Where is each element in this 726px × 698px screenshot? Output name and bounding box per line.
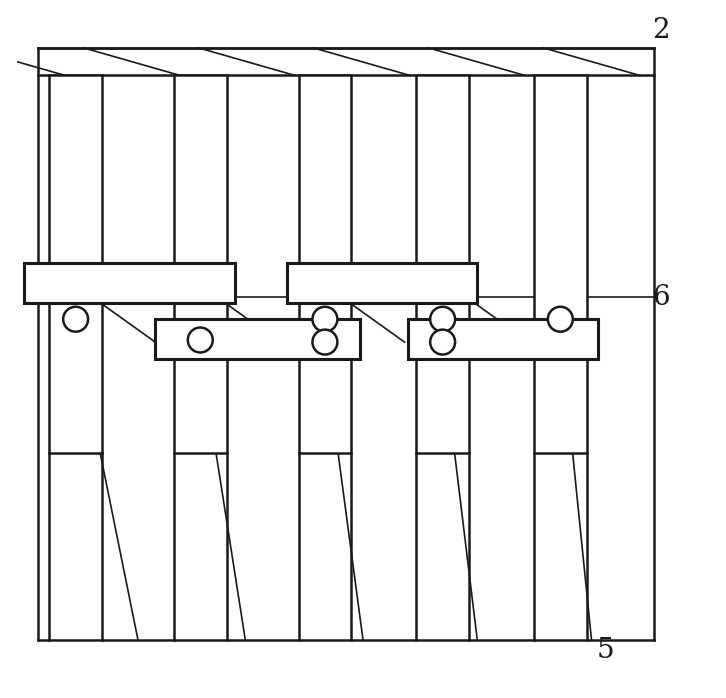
Bar bbox=[416, 75, 469, 453]
Circle shape bbox=[431, 306, 455, 332]
Bar bbox=[24, 263, 235, 304]
Circle shape bbox=[548, 306, 573, 332]
Bar bbox=[49, 75, 102, 453]
Text: 6: 6 bbox=[652, 283, 669, 311]
Circle shape bbox=[312, 329, 338, 355]
Bar bbox=[174, 75, 227, 453]
Circle shape bbox=[63, 306, 88, 332]
Bar bbox=[298, 75, 351, 453]
Bar bbox=[155, 318, 359, 359]
Text: 5: 5 bbox=[597, 637, 614, 664]
Bar bbox=[287, 263, 477, 304]
Text: 2: 2 bbox=[652, 17, 669, 44]
Bar bbox=[534, 75, 587, 453]
Circle shape bbox=[312, 306, 338, 332]
Circle shape bbox=[431, 329, 455, 355]
Circle shape bbox=[188, 327, 213, 352]
Bar bbox=[408, 318, 598, 359]
